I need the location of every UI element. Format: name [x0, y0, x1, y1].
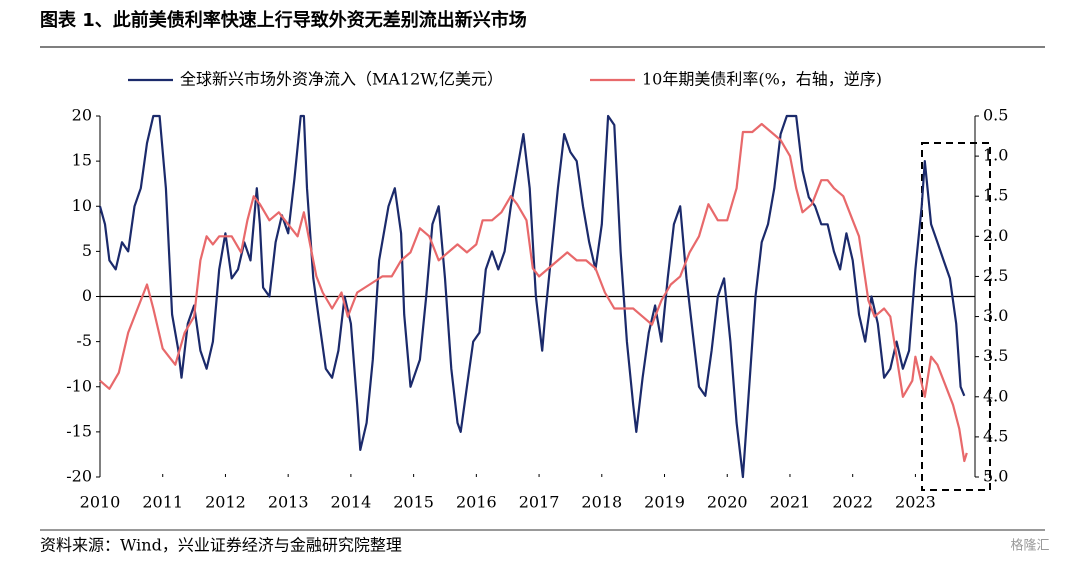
y2-tick-label: 1.5: [983, 186, 1008, 205]
y-tick-label: 0: [82, 286, 92, 305]
y2-tick-label: 2.0: [983, 226, 1008, 245]
x-tick-label: 2018: [581, 493, 622, 512]
y-tick-label: -15: [66, 421, 92, 440]
y-tick-label: 5: [82, 241, 92, 260]
x-tick-label: 2022: [832, 493, 873, 512]
y2-tick-label: 3.0: [983, 306, 1008, 325]
y2-tick-label: 5.0: [983, 467, 1008, 486]
y2-tick-label: 4.0: [983, 386, 1008, 405]
x-tick-label: 2013: [268, 493, 309, 512]
watermark: 格隆汇: [1010, 538, 1049, 554]
y2-tick-label: 2.5: [983, 266, 1008, 285]
x-tick-label: 2012: [205, 493, 246, 512]
y-tick-label: 15: [72, 151, 92, 170]
x-tick-label: 2021: [770, 493, 811, 512]
x-tick-label: 2011: [142, 493, 183, 512]
legend-label: 全球新兴市场外资净流入（MA12W,亿美元）: [180, 70, 503, 89]
y2-tick-label: 0.5: [983, 106, 1008, 125]
y-tick-label: 10: [72, 196, 92, 215]
y2-tick-label: 1.0: [983, 146, 1008, 165]
x-tick-label: 2014: [331, 493, 372, 512]
chart-title: 图表 1、此前美债利率快速上行导致外资无差别流出新兴市场: [40, 9, 527, 31]
x-tick-label: 2015: [393, 493, 434, 512]
y-tick-label: -20: [66, 467, 92, 486]
source: 资料来源：Wind，兴业证券经济与金融研究院整理: [40, 536, 402, 555]
legend-label: 10年期美债利率(%，右轴，逆序): [642, 70, 882, 89]
highlight-box: [921, 142, 991, 491]
series-line: [99, 122, 968, 463]
x-tick-label: 2020: [707, 493, 748, 512]
y2-tick-label: 4.5: [983, 426, 1008, 445]
x-tick-label: 2016: [456, 493, 497, 512]
y2-tick-label: 3.5: [983, 346, 1008, 365]
x-tick-label: 2010: [80, 493, 121, 512]
x-tick-label: 2017: [519, 493, 560, 512]
x-tick-label: 2023: [895, 493, 936, 512]
y-tick-label: 20: [72, 106, 92, 125]
y-tick-label: -10: [66, 376, 92, 395]
y-tick-label: -5: [76, 331, 92, 350]
x-tick-label: 2019: [644, 493, 685, 512]
